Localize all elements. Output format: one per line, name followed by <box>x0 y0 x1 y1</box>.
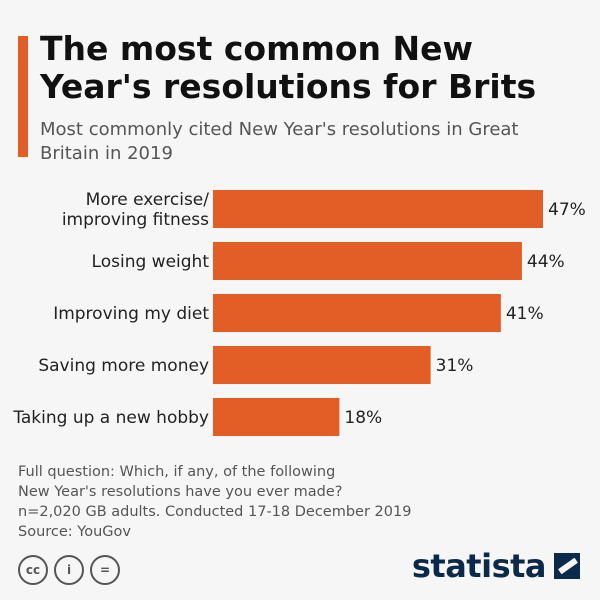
logo-text: statista <box>411 547 547 585</box>
value-label-3: 31% <box>436 356 474 376</box>
statista-logo[interactable]: statista <box>412 547 580 585</box>
category-label-2: Improving my diet <box>53 304 209 324</box>
bar-1 <box>213 242 522 280</box>
footnote-line: New Year's resolutions have you ever mad… <box>18 484 343 500</box>
by-icon[interactable]: i <box>54 555 84 585</box>
bar-4 <box>213 398 340 436</box>
footnote-line: n=2,020 GB adults. Conducted 17-18 Decem… <box>18 504 412 520</box>
bar-0 <box>213 190 543 228</box>
cc-icon[interactable]: cc <box>18 555 48 585</box>
license-icons: cc i = <box>18 555 120 585</box>
bar-chart: 47% More exercise/improving fitness 44% Los… <box>12 190 586 436</box>
value-label-2: 41% <box>506 304 544 324</box>
value-label-0: 47% <box>548 200 586 220</box>
category-label-4: Taking up a new hobby <box>12 408 209 428</box>
chart-title: The most common New Year's resolutions f… <box>40 29 537 106</box>
footnote: Full question: Which, if any, of the fol… <box>18 462 578 542</box>
bar-3 <box>213 346 431 384</box>
chart-subtitle: Most commonly cited New Year's resolutio… <box>40 119 519 164</box>
value-label-1: 44% <box>527 252 565 272</box>
footnote-line: Full question: Which, if any, of the fol… <box>18 464 336 480</box>
category-label-1: Losing weight <box>92 252 210 272</box>
accent-bar <box>18 36 28 157</box>
nd-icon[interactable]: = <box>90 555 120 585</box>
category-label-3: Saving more money <box>38 356 209 376</box>
statista-mark-icon <box>554 553 580 579</box>
footnote-source: Source: YouGov <box>18 524 131 540</box>
category-label-0: More exercise/improving fitness <box>62 190 209 230</box>
value-label-4: 18% <box>344 408 382 428</box>
bar-2 <box>213 294 501 332</box>
